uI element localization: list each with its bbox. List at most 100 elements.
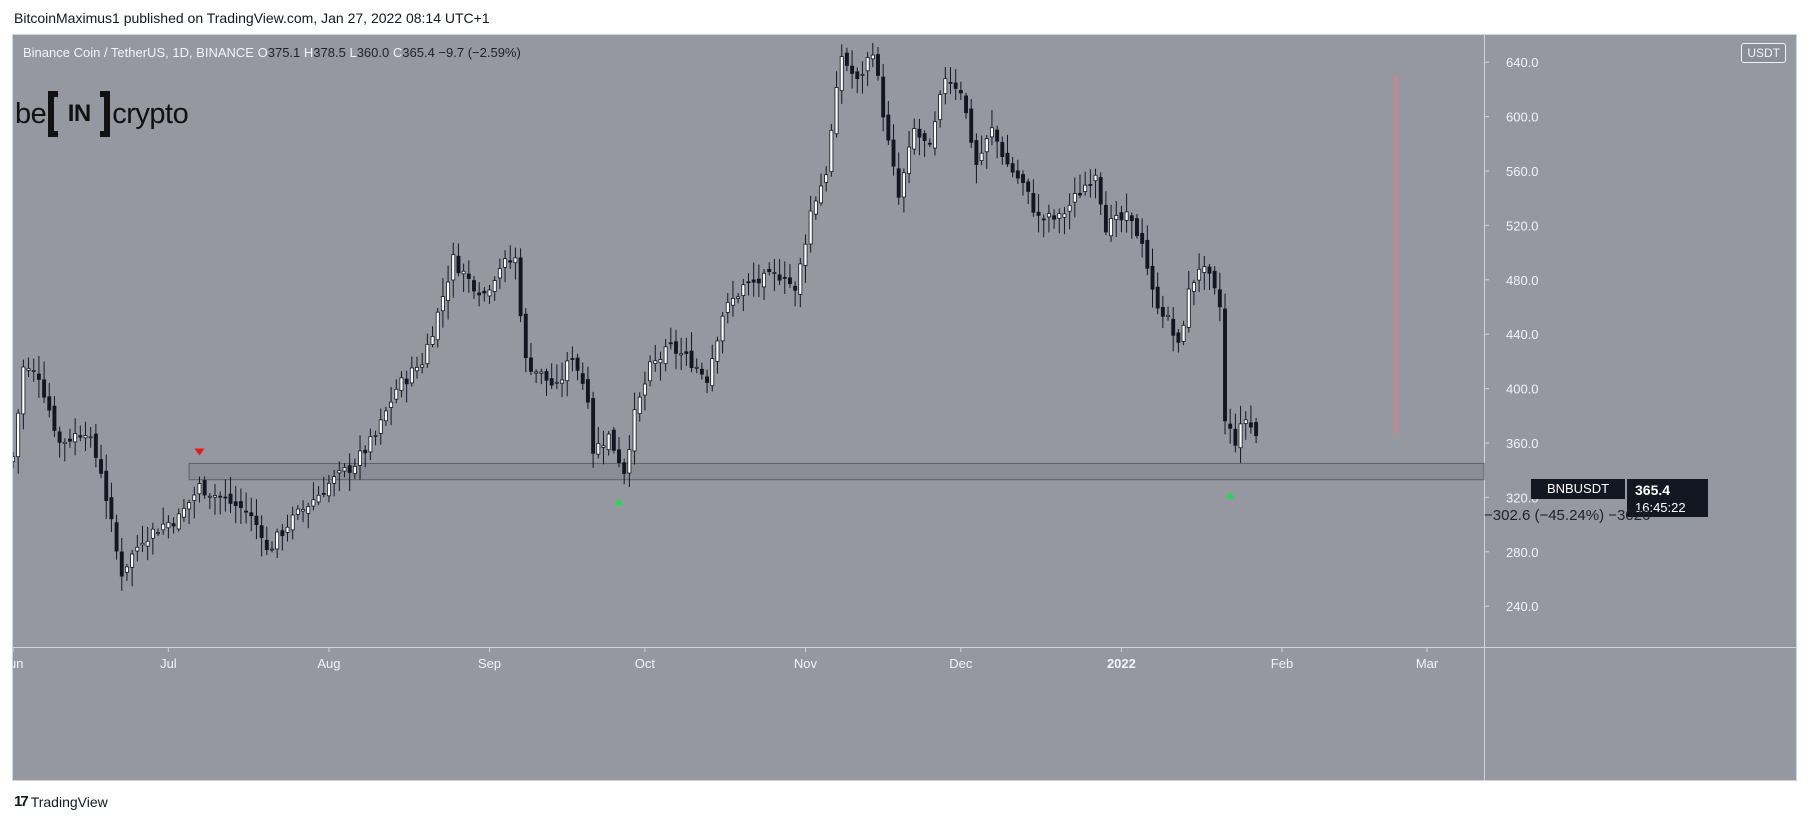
candle: [746, 273, 751, 296]
tradingview-logo-icon: 17: [14, 793, 29, 810]
candle: [1217, 272, 1222, 322]
candle: [989, 110, 994, 146]
candle: [1145, 225, 1150, 276]
candle: [829, 124, 834, 177]
chart-frame[interactable]: 240.0 280.0 320.0 360.0 400.0 440.0 480.0 520.0…: [12, 34, 1797, 781]
candle: [1223, 293, 1227, 435]
y-tick-label: 440.0: [1506, 327, 1539, 342]
candle: [922, 130, 927, 157]
candle: [1093, 168, 1098, 199]
candle: [482, 287, 487, 302]
candle: [1155, 272, 1160, 315]
candle: [363, 445, 368, 468]
candle: [679, 337, 684, 370]
candle: [622, 458, 627, 485]
candle: [756, 264, 761, 298]
candle: [881, 63, 886, 132]
candle: [1191, 279, 1196, 306]
candle: [124, 564, 129, 581]
candle: [1026, 178, 1031, 205]
candle: [1238, 405, 1243, 463]
candle: [435, 308, 440, 348]
candle: [1212, 266, 1217, 295]
candle: [440, 278, 445, 328]
symbol-legend: Binance Coin / TetherUS, 1D, BINANCE O37…: [23, 45, 521, 60]
candle: [1248, 405, 1253, 434]
candle: [642, 371, 647, 411]
candle: [99, 444, 104, 479]
x-tick-label: Mar: [1416, 656, 1439, 671]
candle: [632, 392, 637, 465]
candle: [130, 549, 135, 587]
candle: [1254, 417, 1259, 443]
bar-countdown: 16:45:22: [1635, 500, 1686, 515]
candle: [301, 500, 306, 523]
candle: [648, 355, 653, 387]
candle: [202, 476, 207, 499]
candle: [715, 336, 720, 374]
support-zone: [188, 462, 1485, 481]
candle: [1197, 253, 1202, 292]
candle: [694, 358, 699, 374]
last-price-tag: 365.4 16:45:22: [1627, 479, 1708, 517]
candle: [699, 362, 704, 380]
candle: [560, 362, 564, 398]
candle: [1057, 208, 1062, 234]
logo-text-right: crypto: [112, 97, 189, 130]
candle: [223, 479, 228, 512]
y-tick-label: 240.0: [1506, 599, 1539, 614]
candle: [68, 428, 72, 448]
candle: [984, 134, 989, 169]
y-tick-label: 520.0: [1506, 218, 1539, 233]
candle: [1031, 179, 1036, 217]
candle: [964, 92, 968, 119]
candle: [554, 364, 559, 390]
candle: [57, 426, 62, 458]
candle: [316, 486, 321, 506]
candle: [285, 514, 290, 542]
currency-badge[interactable]: USDT: [1741, 43, 1786, 63]
candle: [238, 488, 243, 524]
candle: [207, 493, 212, 510]
candle: [332, 470, 337, 497]
x-tick-label: Aug: [317, 656, 340, 671]
candle: [461, 263, 466, 292]
candle: [534, 369, 539, 384]
candle: [544, 368, 549, 396]
candle: [327, 474, 331, 503]
candle: [958, 81, 963, 100]
candle: [275, 528, 280, 559]
candle: [969, 99, 974, 148]
candle: [1243, 411, 1248, 440]
candle: [31, 358, 36, 382]
candle: [150, 522, 155, 555]
candle: [943, 67, 948, 105]
price-chart[interactable]: 240.0 280.0 320.0 360.0 400.0 440.0 480.0 520.0…: [13, 35, 1797, 781]
footer: 17 TradingView: [14, 793, 108, 810]
candle: [290, 506, 295, 540]
candle: [21, 359, 26, 430]
y-tick-label: 280.0: [1506, 545, 1539, 560]
candle: [1062, 206, 1067, 235]
candle: [83, 421, 88, 452]
candle: [1150, 248, 1155, 308]
candle: [1114, 200, 1119, 238]
down-arrow-marker-icon: [194, 448, 205, 456]
candle: [321, 476, 326, 498]
candle: [254, 499, 259, 540]
candle: [337, 461, 342, 492]
candle: [1036, 193, 1041, 233]
candle: [399, 371, 404, 398]
candle: [948, 67, 953, 95]
candle: [1140, 218, 1145, 258]
candle: [513, 247, 518, 280]
candle: [870, 42, 875, 68]
candle: [487, 284, 492, 305]
candle: [1233, 413, 1238, 453]
candle: [270, 541, 274, 553]
candle: [1072, 177, 1077, 218]
candle: [575, 353, 580, 381]
candle: [736, 293, 741, 304]
candle: [813, 196, 818, 220]
candle: [979, 135, 984, 166]
